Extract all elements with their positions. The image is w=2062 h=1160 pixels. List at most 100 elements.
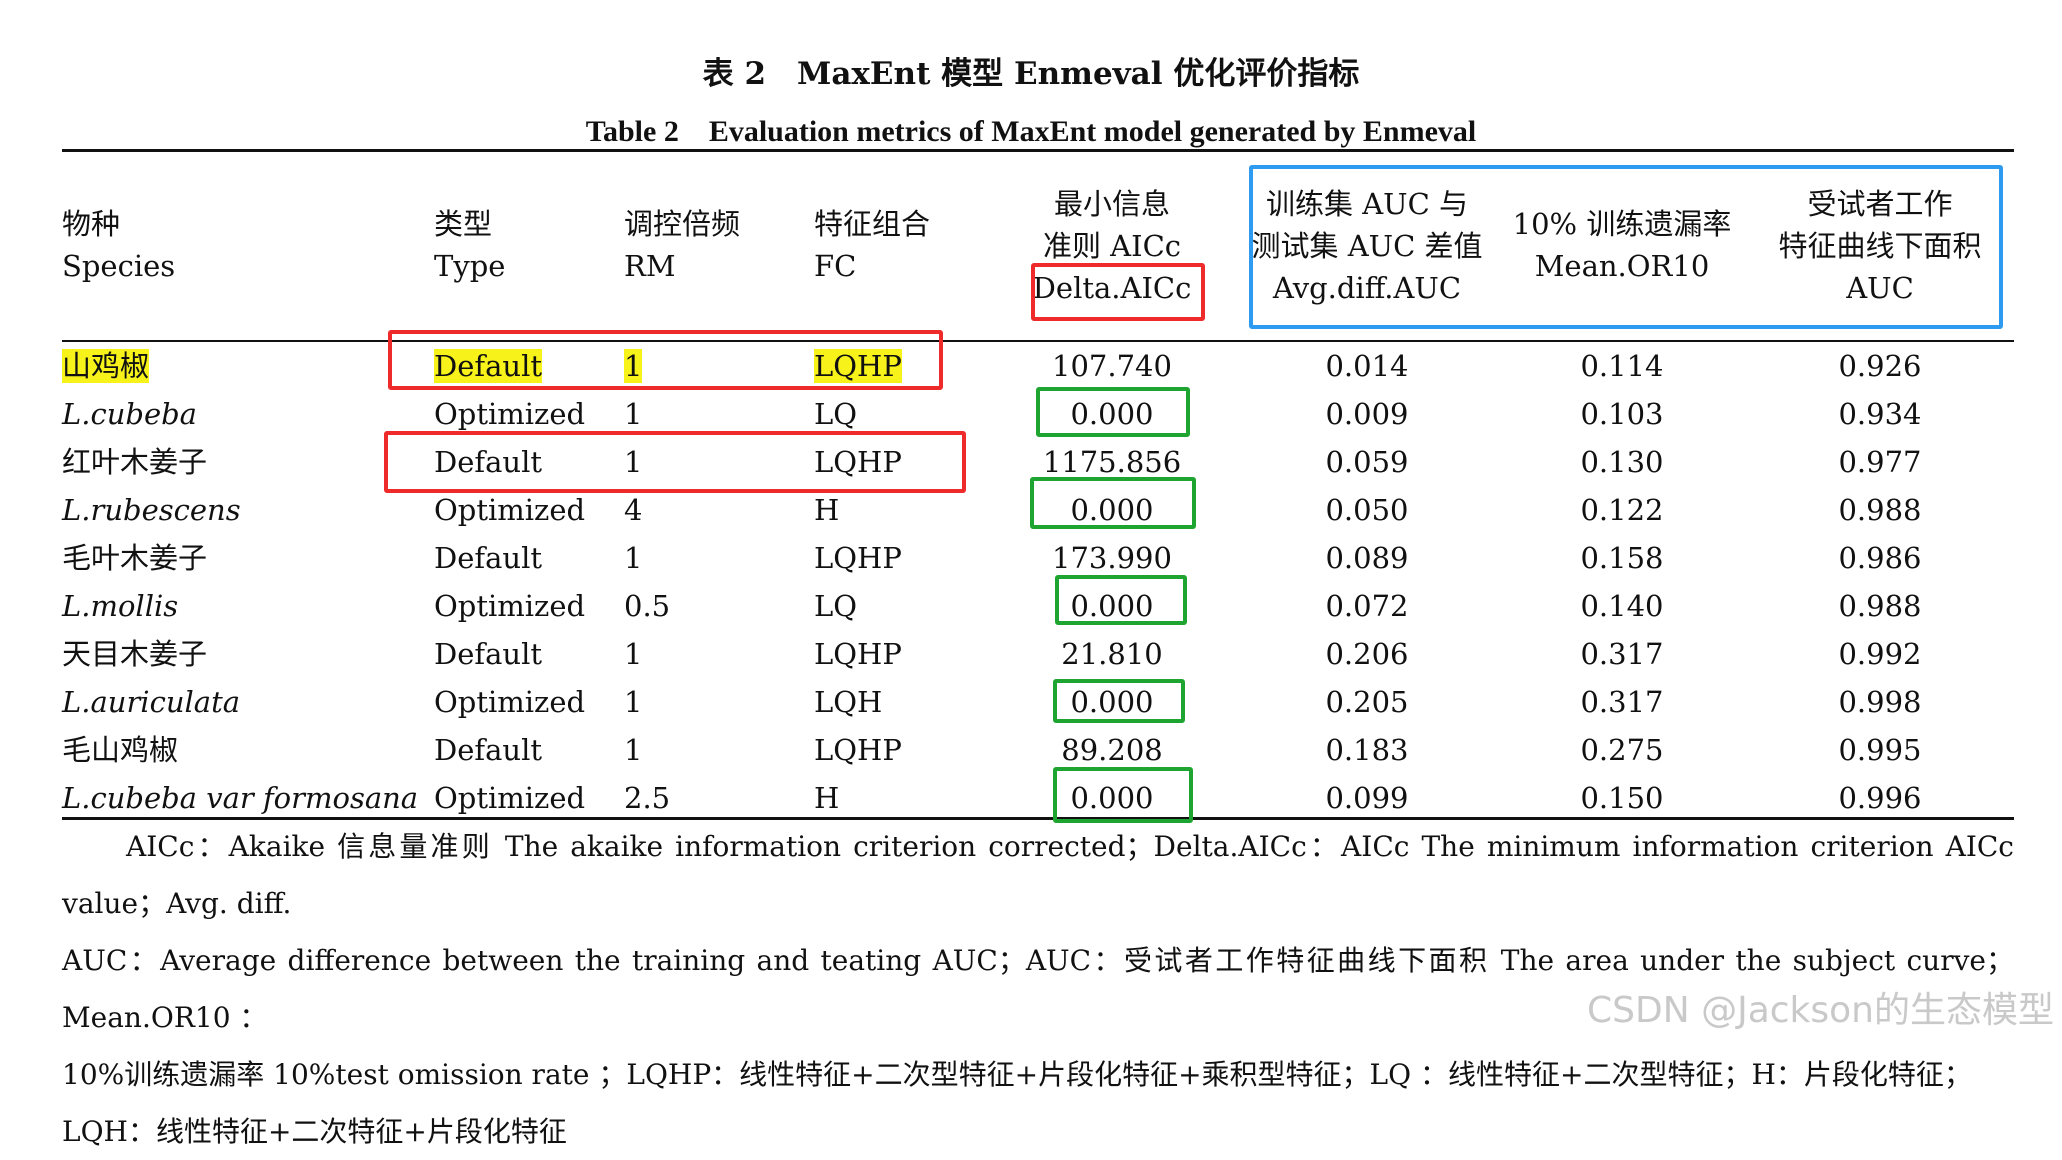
cell-or10: 0.114 xyxy=(1522,346,1722,386)
cell-fc: H xyxy=(814,490,839,530)
cell-type-text: Default xyxy=(434,541,543,575)
cell-fc-text: LQHP xyxy=(814,445,902,479)
cell-rm: 1 xyxy=(624,442,642,482)
cell-rm: 1 xyxy=(624,346,643,386)
cell-auc: 0.986 xyxy=(1780,538,1980,578)
cell-fc-text: H xyxy=(814,781,840,815)
cell-type: Default xyxy=(434,346,543,386)
header-rule xyxy=(62,340,2014,342)
header-avgdiff-line2: 测试集 AUC 差值 xyxy=(1251,229,1483,263)
cell-species-text: 红叶木姜子 xyxy=(62,445,208,479)
annotation-green-box-row10 xyxy=(1053,767,1193,823)
cell-type-text: Default xyxy=(434,445,543,479)
cell-avgdiff-text: 0.099 xyxy=(1325,781,1409,815)
header-species: 物种 Species xyxy=(62,203,175,287)
header-or10-line2: Mean.OR10 xyxy=(1534,249,1710,283)
cell-species-text: L.cubeba var formosana xyxy=(62,781,419,815)
cell-auc: 0.988 xyxy=(1780,490,1980,530)
cell-or10-text: 0.275 xyxy=(1580,733,1664,767)
annotation-red-box-delta-aicc xyxy=(1031,263,1205,321)
cell-avgdiff: 0.009 xyxy=(1267,394,1467,434)
cell-fc: LQHP xyxy=(814,730,902,770)
cell-or10-text: 0.317 xyxy=(1580,637,1664,671)
footnote-line-3: 10%训练遗漏率 10%test omission rate ；LQHP：线性特… xyxy=(62,1058,1972,1091)
header-aicc: 最小信息 准则 AICc Delta.AICc xyxy=(1012,183,1212,309)
cell-avgdiff-text: 0.009 xyxy=(1325,397,1409,431)
cell-aicc-text: 107.740 xyxy=(1052,349,1172,383)
cell-or10: 0.103 xyxy=(1522,394,1722,434)
cell-or10: 0.317 xyxy=(1522,634,1722,674)
cell-type: Optimized xyxy=(434,778,585,818)
cell-avgdiff: 0.089 xyxy=(1267,538,1467,578)
cell-species: 毛叶木姜子 xyxy=(62,538,207,578)
header-avgdiff-line1: 训练集 AUC 与 xyxy=(1265,187,1468,221)
cell-species-text: 毛山鸡椒 xyxy=(62,733,179,767)
cell-avgdiff-text: 0.072 xyxy=(1325,589,1409,623)
cell-auc-text: 0.996 xyxy=(1838,781,1922,815)
cell-avgdiff-text: 0.183 xyxy=(1325,733,1409,767)
cell-rm: 0.5 xyxy=(624,586,670,626)
footnote-line-4: LQH：线性特征+二次特征+片段化特征 xyxy=(62,1115,567,1148)
cell-fc: LQ xyxy=(814,394,857,434)
cell-aicc: 107.740 xyxy=(1012,346,1212,386)
cell-or10-text: 0.122 xyxy=(1580,493,1664,527)
header-avgdiff: 训练集 AUC 与 测试集 AUC 差值 Avg.diff.AUC xyxy=(1247,183,1487,309)
cell-rm-text: 1 xyxy=(624,397,643,431)
cell-avgdiff: 0.205 xyxy=(1267,682,1467,722)
header-species-cn: 物种 xyxy=(62,207,121,241)
cell-auc-text: 0.998 xyxy=(1838,685,1922,719)
cell-auc-text: 0.988 xyxy=(1838,493,1922,527)
cell-fc: LQHP xyxy=(814,634,902,674)
annotation-red-box-row3 xyxy=(384,431,966,493)
cell-or10: 0.150 xyxy=(1522,778,1722,818)
cell-species: L.auriculata xyxy=(62,682,240,722)
table-title-en: Table 2 Evaluation metrics of MaxEnt mod… xyxy=(585,115,1477,148)
cell-rm: 4 xyxy=(624,490,642,530)
table-title-cn: 表 2 MaxEnt 模型 Enmeval 优化评价指标 xyxy=(702,56,1360,92)
cell-auc: 0.992 xyxy=(1780,634,1980,674)
cell-auc: 0.926 xyxy=(1780,346,1980,386)
cell-aicc: 0.000 xyxy=(1012,682,1212,722)
header-auc-line1: 受试者工作 xyxy=(1807,187,1953,221)
cell-species-text: L.cubeba xyxy=(62,397,197,431)
cell-aicc-text: 0.000 xyxy=(1070,493,1154,527)
cell-rm-text: 0.5 xyxy=(624,589,671,623)
cell-auc: 0.934 xyxy=(1780,394,1980,434)
cell-fc-text: LQ xyxy=(814,589,858,623)
annotation-green-box-row6 xyxy=(1055,575,1187,625)
cell-or10: 0.317 xyxy=(1522,682,1722,722)
cell-auc: 0.995 xyxy=(1780,730,1980,770)
cell-or10: 0.140 xyxy=(1522,586,1722,626)
cell-type-text: Optimized xyxy=(434,781,586,815)
cell-type-text: Optimized xyxy=(434,589,586,623)
cell-or10: 0.275 xyxy=(1522,730,1722,770)
cell-avgdiff: 0.059 xyxy=(1267,442,1467,482)
cell-avgdiff-text: 0.205 xyxy=(1325,685,1409,719)
cell-or10-text: 0.130 xyxy=(1580,445,1664,479)
cell-rm-text: 1 xyxy=(624,541,643,575)
cell-rm: 1 xyxy=(624,682,642,722)
cell-type-text: Optimized xyxy=(434,685,586,719)
header-species-en: Species xyxy=(62,249,176,283)
cell-fc-text: LQHP xyxy=(814,637,902,671)
cell-type: Optimized xyxy=(434,682,585,722)
cell-rm-text: 1 xyxy=(624,733,643,767)
annotation-green-box-row4 xyxy=(1030,477,1196,529)
annotation-green-box-row2 xyxy=(1036,387,1190,437)
cell-aicc-text: 21.810 xyxy=(1061,637,1163,671)
cell-avgdiff: 0.206 xyxy=(1267,634,1467,674)
cell-species: L.mollis xyxy=(62,586,178,626)
cell-species-text: L.rubescens xyxy=(62,493,241,527)
cell-avgdiff: 0.014 xyxy=(1267,346,1467,386)
cell-fc-text: H xyxy=(814,493,840,527)
top-rule xyxy=(62,149,2014,152)
cell-rm-text: 2.5 xyxy=(624,781,671,815)
cell-type-text: Optimized xyxy=(434,493,586,527)
cell-aicc-text: 1175.856 xyxy=(1042,445,1182,479)
cell-type-text: Optimized xyxy=(434,397,586,431)
cell-avgdiff-text: 0.050 xyxy=(1325,493,1409,527)
annotation-green-box-row8 xyxy=(1053,679,1185,723)
cell-rm-text: 1 xyxy=(624,685,643,719)
header-type-en: Type xyxy=(434,249,506,283)
cell-aicc: 0.000 xyxy=(1012,394,1212,434)
